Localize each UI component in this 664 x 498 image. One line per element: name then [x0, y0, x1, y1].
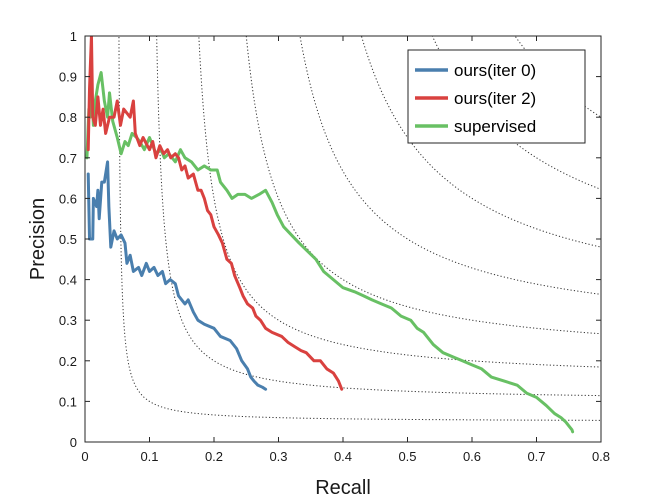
legend-label: ours(iter 0)	[454, 61, 536, 80]
iso-f1-curve	[118, 36, 601, 421]
x-tick-label: 0	[81, 449, 88, 464]
x-tick-label: 0.4	[334, 449, 352, 464]
legend-label: ours(iter 2)	[454, 89, 536, 108]
iso-f1-curve	[514, 36, 601, 118]
y-tick-label: 0.5	[59, 232, 77, 247]
legend-entries: ours(iter 0) ours(iter 2) supervised	[415, 61, 536, 136]
y-tick-label: 0.3	[59, 313, 77, 328]
x-axis-label: Recall	[315, 477, 371, 498]
series-line-2	[85, 71, 575, 434]
series-lines	[85, 36, 575, 434]
series-line-1	[86, 36, 344, 391]
y-tick-label: 0.9	[59, 70, 77, 85]
legend-label: supervised	[454, 117, 536, 136]
x-tick-label: 0.5	[398, 449, 416, 464]
x-tick-label: 0.3	[269, 449, 287, 464]
x-tick-label: 0.2	[205, 449, 223, 464]
y-tick-label: 0.4	[59, 273, 77, 288]
iso-f1-curve	[593, 16, 601, 25]
y-axis-ticks: 0 0.1 0.2 0.3 0.4 0.5 0.6 0.7 0.8 0.9 1	[59, 29, 601, 450]
series-line-0	[86, 160, 268, 391]
y-tick-label: 0.1	[59, 394, 77, 409]
x-tick-label: 0.6	[463, 449, 481, 464]
iso-f1-curve	[245, 36, 601, 335]
iso-f1-curves	[118, 16, 601, 421]
y-tick-label: 0	[70, 435, 77, 450]
y-axis-label: Precision	[27, 198, 49, 280]
legend: ours(iter 0) ours(iter 2) supervised	[407, 49, 586, 144]
x-tick-label: 0.1	[140, 449, 158, 464]
y-tick-label: 0.7	[59, 151, 77, 166]
y-tick-label: 0.2	[59, 354, 77, 369]
x-tick-label: 0.7	[527, 449, 545, 464]
y-tick-label: 1	[70, 29, 77, 44]
y-tick-label: 0.6	[59, 191, 77, 206]
x-axis-ticks: 0 0.1 0.2 0.3 0.4 0.5 0.6 0.7 0.8	[81, 36, 610, 464]
y-tick-label: 0.8	[59, 110, 77, 125]
x-tick-label: 0.8	[592, 449, 610, 464]
